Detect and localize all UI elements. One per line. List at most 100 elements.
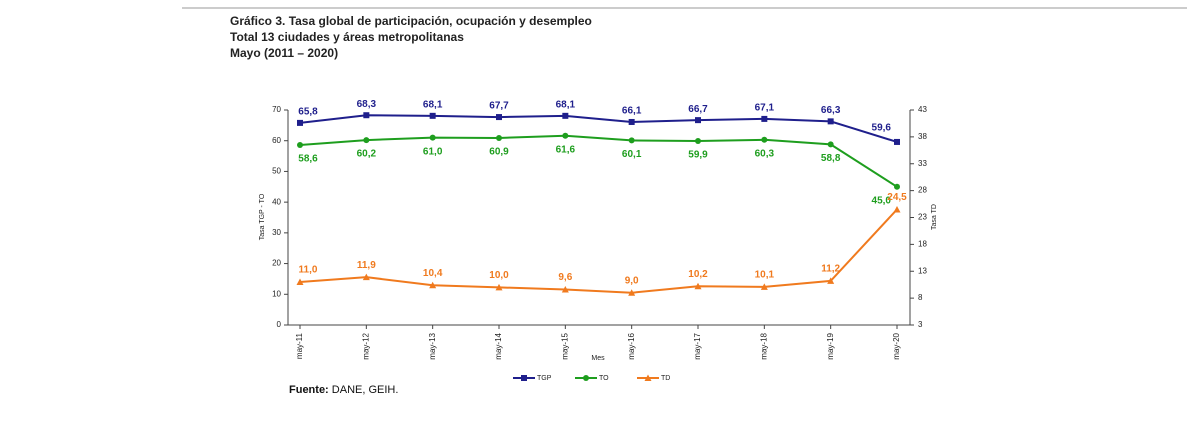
data-label: 45,0 (872, 195, 892, 206)
data-label: 60,9 (489, 147, 509, 158)
subtitle: Mayo (2011 – 2020) (230, 46, 339, 60)
data-point (363, 112, 370, 119)
data-label: 11,0 (299, 265, 318, 276)
legend-label: TD (661, 375, 670, 382)
y2-tick-label: 33 (918, 159, 927, 168)
series-line (299, 208, 898, 294)
data-label: 9,6 (558, 272, 572, 283)
data-label: 10,4 (423, 268, 443, 279)
data-label: 58,6 (298, 154, 318, 165)
data-label: 58,8 (821, 153, 841, 164)
data-label: 10,0 (489, 270, 509, 281)
data-label: 66,1 (622, 106, 642, 117)
y-tick-label: 50 (272, 167, 281, 176)
data-point (894, 183, 900, 190)
data-point (562, 132, 569, 139)
y-tick-label: 30 (272, 228, 281, 237)
data-point (429, 281, 437, 289)
y2-tick-label: 8 (918, 293, 923, 302)
data-point (761, 136, 768, 143)
data-label: 24,5 (887, 192, 907, 203)
x-tick-label: may-16 (627, 332, 636, 359)
data-point (429, 134, 436, 141)
data-point (496, 134, 502, 141)
subtitle: Total 13 ciudades y áreas metropolitanas (230, 30, 464, 44)
data-point (362, 273, 370, 281)
data-point (695, 117, 701, 124)
y-tick-label: 0 (277, 320, 282, 329)
x-tick-label: may-20 (892, 332, 901, 359)
y-tick-label: 10 (272, 289, 281, 298)
data-label: 68,3 (357, 99, 377, 110)
data-label: 11,9 (357, 260, 376, 271)
data-label: 11,2 (821, 264, 840, 275)
x-tick-label: may-12 (361, 332, 370, 359)
data-point (827, 141, 834, 148)
x-tick-label: may-18 (759, 332, 768, 359)
x-tick-label: may-14 (494, 332, 503, 359)
data-point (628, 137, 635, 144)
data-label: 67,7 (489, 101, 509, 112)
data-point (496, 114, 502, 121)
y2-tick-label: 43 (918, 105, 927, 114)
y2-axis-title: Tasa TD (931, 204, 938, 230)
y2-tick-label: 3 (918, 320, 923, 329)
series-line (299, 114, 898, 143)
data-point (562, 112, 569, 119)
data-point (297, 142, 303, 149)
data-label: 66,3 (821, 105, 841, 116)
legend-marker (583, 375, 589, 381)
x-tick-label: may-11 (295, 332, 304, 359)
data-label: 10,2 (688, 269, 708, 280)
data-point (694, 282, 702, 290)
x-tick-label: may-13 (428, 332, 437, 359)
source: Fuente: DANE, GEIH. (289, 384, 398, 396)
data-point (297, 119, 303, 126)
y-tick-label: 40 (272, 197, 281, 206)
y2-tick-label: 18 (918, 239, 927, 248)
data-point (695, 138, 701, 145)
data-point (561, 286, 569, 293)
x-tick-label: may-19 (826, 332, 835, 359)
legend-label: TGP (537, 375, 552, 382)
data-point (760, 283, 768, 290)
data-point (628, 118, 635, 125)
y-tick-label: 20 (272, 259, 281, 268)
data-point (628, 289, 636, 296)
y-tick-label: 70 (272, 105, 281, 114)
data-label: 59,9 (688, 150, 708, 161)
y-axis-title: Tasa TGP - TO (259, 193, 266, 240)
data-point (894, 138, 900, 145)
data-point (827, 277, 835, 284)
data-label: 66,7 (688, 104, 708, 115)
y2-tick-label: 28 (918, 186, 927, 195)
data-point (761, 115, 768, 122)
data-label: 60,2 (357, 149, 377, 160)
y2-tick-label: 13 (918, 266, 927, 275)
x-tick-label: may-15 (560, 332, 569, 359)
data-point (827, 118, 834, 125)
data-point (495, 283, 503, 291)
data-point (429, 112, 436, 119)
series-line (299, 134, 898, 188)
source-text: DANE, GEIH. (331, 384, 399, 396)
source-label: Fuente: (289, 384, 329, 396)
data-label: 67,1 (755, 103, 775, 114)
data-label: 68,1 (423, 99, 443, 110)
data-point (296, 278, 304, 285)
data-label: 61,6 (556, 144, 576, 155)
data-label: 61,0 (423, 146, 443, 157)
title: Gráfico 3. Tasa global de participación,… (230, 14, 592, 28)
y2-tick-label: 38 (918, 132, 927, 141)
legend-marker (644, 374, 652, 381)
y-tick-label: 60 (272, 136, 281, 145)
data-label: 9,0 (625, 275, 639, 286)
data-label: 59,6 (872, 123, 892, 134)
y2-tick-label: 23 (918, 213, 927, 222)
data-label: 65,8 (298, 107, 318, 118)
data-label: 60,3 (755, 148, 775, 159)
data-label: 68,1 (556, 99, 576, 110)
data-label: 60,1 (622, 149, 642, 160)
